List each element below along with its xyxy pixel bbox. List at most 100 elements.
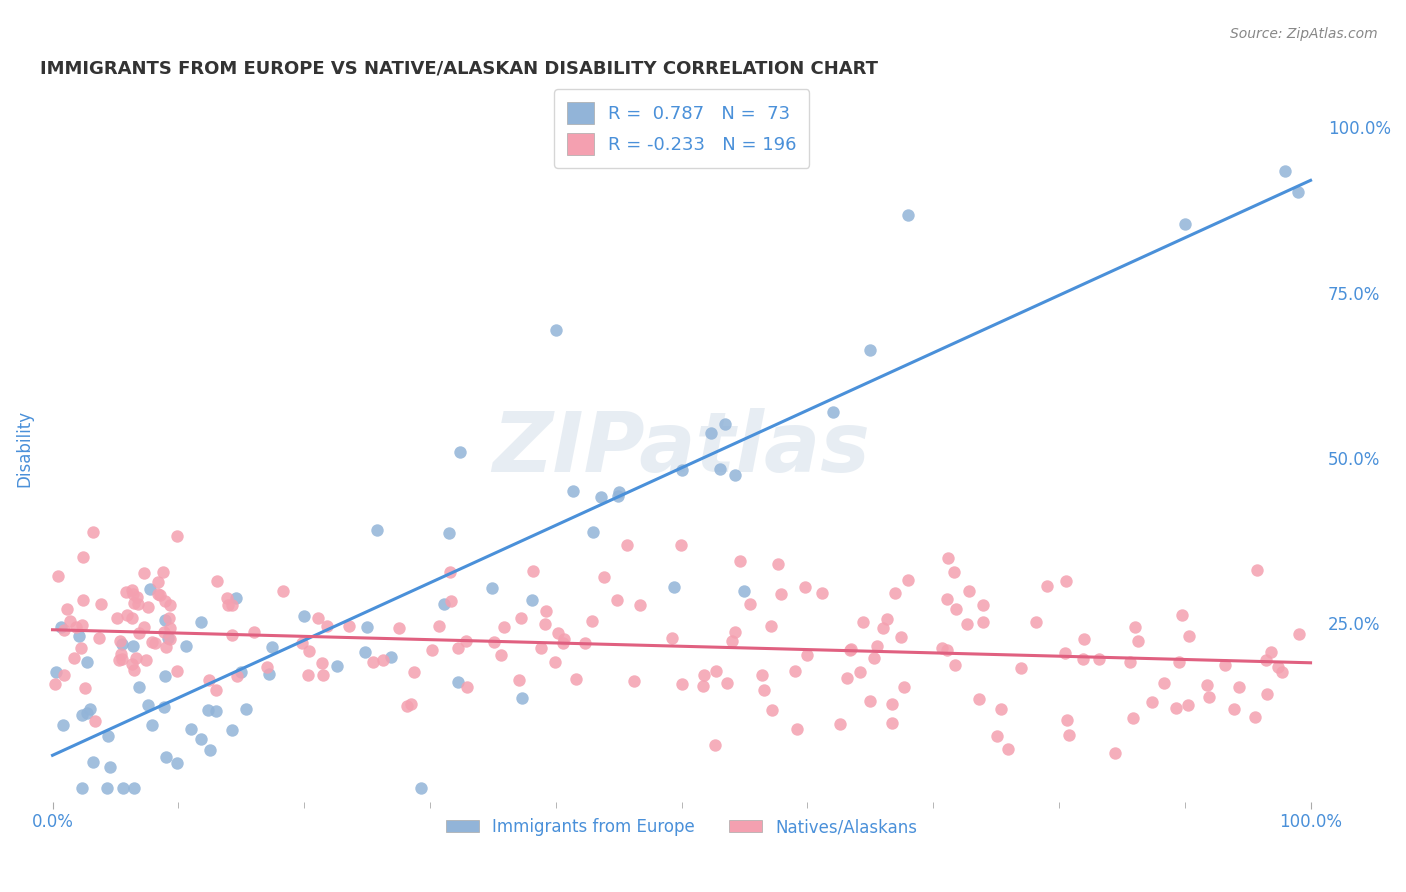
Point	[959, 583, 981, 598]
Point	[955, 616, 977, 631]
Point	[1140, 695, 1163, 709]
Point	[76, 655, 98, 669]
Point	[544, 655, 567, 669]
Point	[56, 601, 79, 615]
Point	[793, 580, 815, 594]
Point	[1126, 634, 1149, 648]
Y-axis label: Disability: Disability	[15, 409, 32, 486]
Point	[839, 643, 862, 657]
Point	[564, 672, 586, 686]
Point	[235, 702, 257, 716]
Point	[136, 698, 159, 712]
Point	[311, 668, 333, 682]
Point	[547, 625, 569, 640]
Point	[1254, 653, 1277, 667]
Point	[522, 592, 544, 607]
Point	[606, 593, 628, 607]
Point	[138, 582, 160, 596]
Point	[616, 538, 638, 552]
Point	[427, 618, 450, 632]
Point	[373, 653, 395, 667]
Point	[897, 208, 920, 222]
Point	[866, 639, 889, 653]
Point	[174, 639, 197, 653]
Point	[63, 651, 86, 665]
Point	[217, 599, 239, 613]
Point	[607, 484, 630, 499]
Point	[449, 445, 471, 459]
Point	[716, 675, 738, 690]
Point	[897, 574, 920, 588]
Point	[740, 597, 762, 611]
Point	[155, 640, 177, 654]
Point	[138, 599, 160, 614]
Point	[972, 615, 994, 630]
Point	[1286, 185, 1309, 199]
Point	[125, 591, 148, 605]
Point	[582, 524, 605, 539]
Point	[411, 781, 433, 796]
Point	[221, 599, 243, 613]
Point	[986, 729, 1008, 743]
Point	[593, 570, 616, 584]
Point	[311, 656, 333, 670]
Point	[733, 584, 755, 599]
Point	[693, 667, 716, 681]
Point	[1010, 660, 1032, 674]
Point	[876, 612, 898, 626]
Point	[307, 610, 329, 624]
Point	[783, 664, 806, 678]
Point	[205, 683, 228, 698]
Point	[166, 529, 188, 543]
Point	[1071, 652, 1094, 666]
Point	[1164, 701, 1187, 715]
Point	[534, 604, 557, 618]
Point	[628, 598, 651, 612]
Point	[1244, 710, 1267, 724]
Point	[76, 706, 98, 721]
Point	[1087, 651, 1109, 665]
Point	[404, 665, 426, 680]
Point	[121, 610, 143, 624]
Point	[153, 700, 176, 714]
Point	[967, 691, 990, 706]
Point	[159, 632, 181, 646]
Point	[157, 611, 180, 625]
Point	[447, 640, 470, 655]
Point	[1213, 658, 1236, 673]
Point	[890, 630, 912, 644]
Point	[395, 699, 418, 714]
Point	[728, 554, 751, 568]
Point	[692, 679, 714, 693]
Point	[591, 490, 613, 504]
Point	[761, 619, 783, 633]
Point	[65, 620, 87, 634]
Point	[494, 620, 516, 634]
Point	[863, 651, 886, 665]
Point	[859, 693, 882, 707]
Point	[623, 673, 645, 688]
Text: Source: ZipAtlas.com: Source: ZipAtlas.com	[1230, 27, 1378, 41]
Point	[115, 608, 138, 623]
Point	[508, 673, 530, 688]
Point	[786, 722, 808, 736]
Point	[1119, 655, 1142, 669]
Point	[509, 611, 531, 625]
Point	[1036, 579, 1059, 593]
Point	[141, 718, 163, 732]
Point	[87, 631, 110, 645]
Point	[316, 618, 339, 632]
Point	[1170, 608, 1192, 623]
Point	[271, 583, 294, 598]
Point	[111, 637, 134, 651]
Point	[859, 343, 882, 357]
Point	[439, 565, 461, 579]
Point	[1195, 677, 1218, 691]
Point	[205, 704, 228, 718]
Point	[190, 731, 212, 746]
Point	[796, 648, 818, 662]
Point	[122, 596, 145, 610]
Point	[156, 631, 179, 645]
Point	[1274, 164, 1296, 178]
Point	[883, 586, 905, 600]
